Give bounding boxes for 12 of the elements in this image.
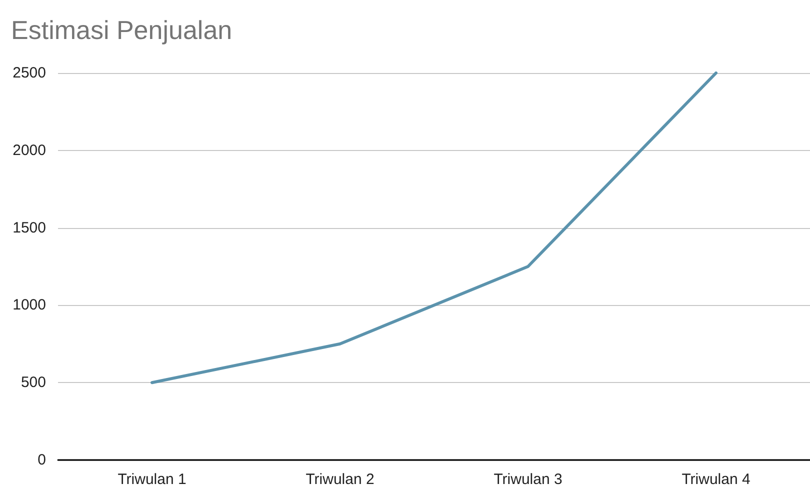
- x-tick-label: Triwulan 3: [494, 471, 562, 487]
- y-tick-label: 2000: [12, 142, 46, 159]
- x-tick-label: Triwulan 4: [682, 471, 750, 487]
- y-tick-label: 2500: [12, 64, 46, 82]
- y-tick-label: 1000: [12, 296, 46, 314]
- y-tick-label: 500: [20, 374, 46, 392]
- y-tick-label: 1500: [12, 219, 46, 236]
- x-tick-label: Triwulan 2: [306, 471, 374, 487]
- y-tick-label: 0: [38, 452, 46, 468]
- x-tick-label: Triwulan 1: [118, 471, 186, 487]
- chart-title: Estimasi Penjualan: [11, 15, 232, 45]
- line-series: [150, 72, 718, 384]
